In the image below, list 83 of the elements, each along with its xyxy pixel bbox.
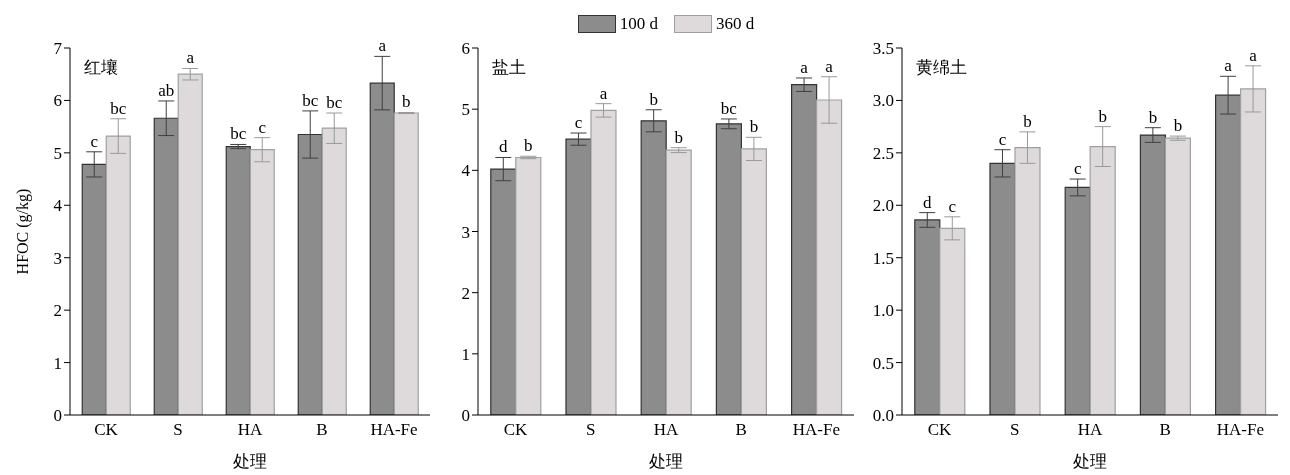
- data-label: a: [800, 57, 809, 77]
- y-tick-label: 5: [461, 100, 470, 120]
- x-tick-label: HA: [653, 420, 679, 440]
- y-tick-label: 0: [461, 406, 470, 426]
- y-tick-label: 2: [461, 283, 470, 303]
- data-label: b: [1148, 107, 1158, 127]
- x-tick-label: B: [316, 420, 328, 440]
- data-label: a: [1224, 56, 1233, 76]
- data-label: b: [1023, 111, 1032, 131]
- x-tick-label: HA-Fe: [370, 420, 418, 440]
- y-tick-label: 1: [461, 344, 470, 364]
- x-tick-label: S: [173, 420, 183, 440]
- data-label: bc: [302, 90, 319, 110]
- data-label: c: [90, 131, 99, 151]
- text: 盐土: [492, 57, 526, 79]
- y-axis-title: HFOC (g/kg): [13, 188, 32, 275]
- bar: [225, 145, 251, 415]
- y-tick-label: 4: [461, 161, 471, 181]
- data-label: a: [186, 48, 195, 68]
- y-tick-label: 6: [461, 39, 470, 59]
- data-label: ab: [158, 80, 175, 100]
- data-label: bc: [110, 98, 127, 118]
- data-label: b: [674, 127, 683, 147]
- y-tick-label: 0.5: [872, 353, 894, 373]
- bar: [393, 112, 419, 415]
- x-tick-label: HA-Fe: [792, 420, 841, 440]
- y-tick-label: 5: [53, 143, 62, 163]
- y-tick-label: 1: [53, 353, 62, 373]
- y-tick-label: 6: [53, 91, 62, 111]
- bar: [1164, 137, 1191, 415]
- y-tick-label: 3.0: [872, 91, 894, 111]
- data-label: a: [1249, 45, 1258, 65]
- bar: [665, 149, 692, 415]
- x-axis-title: 处理: [233, 452, 267, 471]
- x-axis-title: 处理: [1073, 452, 1107, 471]
- x-tick-label: CK: [927, 420, 953, 440]
- x-tick-label: B: [735, 420, 747, 440]
- data-label: b: [524, 136, 533, 156]
- data-label: bc: [326, 93, 343, 113]
- data-label: bc: [230, 124, 247, 144]
- data-label: d: [923, 192, 933, 212]
- data-label: c: [574, 113, 583, 133]
- y-tick-label: 0.0: [872, 406, 894, 426]
- data-label: d: [499, 137, 509, 157]
- text: 黄绵土: [916, 57, 967, 79]
- x-tick-label: HA: [1077, 420, 1103, 440]
- bar: [515, 156, 542, 415]
- x-tick-label: HA-Fe: [1216, 420, 1265, 440]
- data-label: bc: [720, 98, 738, 118]
- y-tick-label: 7: [53, 39, 63, 59]
- data-label: c: [1073, 159, 1082, 179]
- data-label: b: [649, 89, 658, 109]
- y-tick-label: 1.5: [872, 248, 894, 268]
- data-label: b: [749, 117, 759, 137]
- x-tick-label: CK: [94, 420, 119, 440]
- y-tick-label: 2.5: [872, 143, 894, 163]
- data-label: a: [378, 36, 387, 56]
- y-tick-label: 2.0: [872, 196, 894, 216]
- y-tick-label: 3.5: [872, 39, 894, 59]
- x-tick-label: B: [1159, 420, 1171, 440]
- y-tick-label: 1.0: [872, 301, 894, 321]
- y-tick-label: 0: [53, 406, 62, 426]
- data-label: c: [258, 117, 267, 137]
- data-label: b: [1173, 116, 1183, 136]
- data-label: c: [948, 196, 957, 216]
- y-tick-label: 3: [461, 222, 470, 242]
- y-tick-label: 3: [53, 248, 62, 268]
- data-label: b: [401, 92, 411, 112]
- x-axis-title: 处理: [649, 452, 683, 471]
- data-label: b: [1098, 106, 1107, 126]
- y-tick-label: 2: [53, 301, 62, 321]
- data-label: c: [998, 129, 1007, 149]
- x-tick-label: CK: [503, 420, 529, 440]
- x-tick-label: S: [1010, 420, 1020, 440]
- legend-label: 360 d: [716, 14, 755, 34]
- y-tick-label: 4: [53, 196, 63, 216]
- x-tick-label: HA: [237, 420, 263, 440]
- text: 红壤: [84, 57, 118, 79]
- legend-label: 100 d: [619, 14, 658, 34]
- data-label: a: [599, 83, 608, 103]
- x-tick-label: S: [586, 420, 596, 440]
- bar: [715, 123, 742, 415]
- data-label: a: [825, 56, 834, 76]
